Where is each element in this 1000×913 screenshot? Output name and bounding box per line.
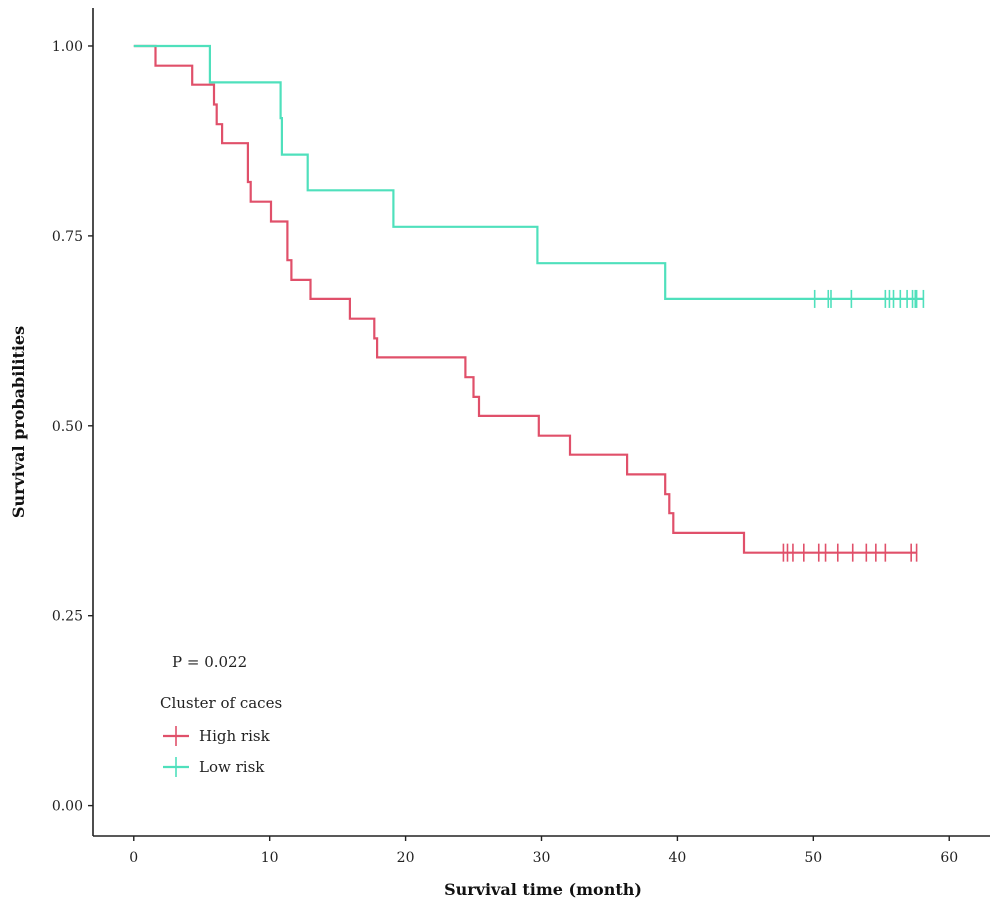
legend-label: Low risk <box>199 758 265 776</box>
x-tick-label: 60 <box>940 850 958 866</box>
x-tick-label: 0 <box>129 850 138 866</box>
x-tick-label: 10 <box>261 850 279 866</box>
series-layer <box>133 44 925 562</box>
p-value-annotation: P = 0.022 <box>172 653 247 671</box>
y-tick-label: 0.00 <box>52 799 83 815</box>
x-tick-label: 50 <box>804 850 822 866</box>
y-tick-label: 0.25 <box>52 609 83 625</box>
legend-item-low-risk: Low risk <box>163 757 265 777</box>
km-curve-low-risk <box>133 44 924 300</box>
x-tick-label: 20 <box>397 850 415 866</box>
x-tick-label: 30 <box>533 850 551 866</box>
legend: High risk Low risk <box>163 726 271 777</box>
series-low-risk <box>133 44 925 308</box>
x-axis-title: Survival time (month) <box>444 880 642 899</box>
km-curve-high-risk <box>133 44 917 554</box>
legend-title: Cluster of caces <box>160 694 282 712</box>
x-tick-label: 40 <box>668 850 686 866</box>
y-tick-label: 0.50 <box>52 419 83 435</box>
legend-label: High risk <box>199 727 271 745</box>
y-tick-label: 0.75 <box>52 229 83 245</box>
y-axis-title: Survival probabilities <box>9 326 28 518</box>
series-high-risk <box>133 44 918 562</box>
ticks: 0.00 0.25 0.50 0.75 1.00 0 10 20 30 40 50 60 <box>52 39 958 866</box>
legend-item-high-risk: High risk <box>163 726 271 746</box>
y-tick-label: 1.00 <box>52 39 83 55</box>
